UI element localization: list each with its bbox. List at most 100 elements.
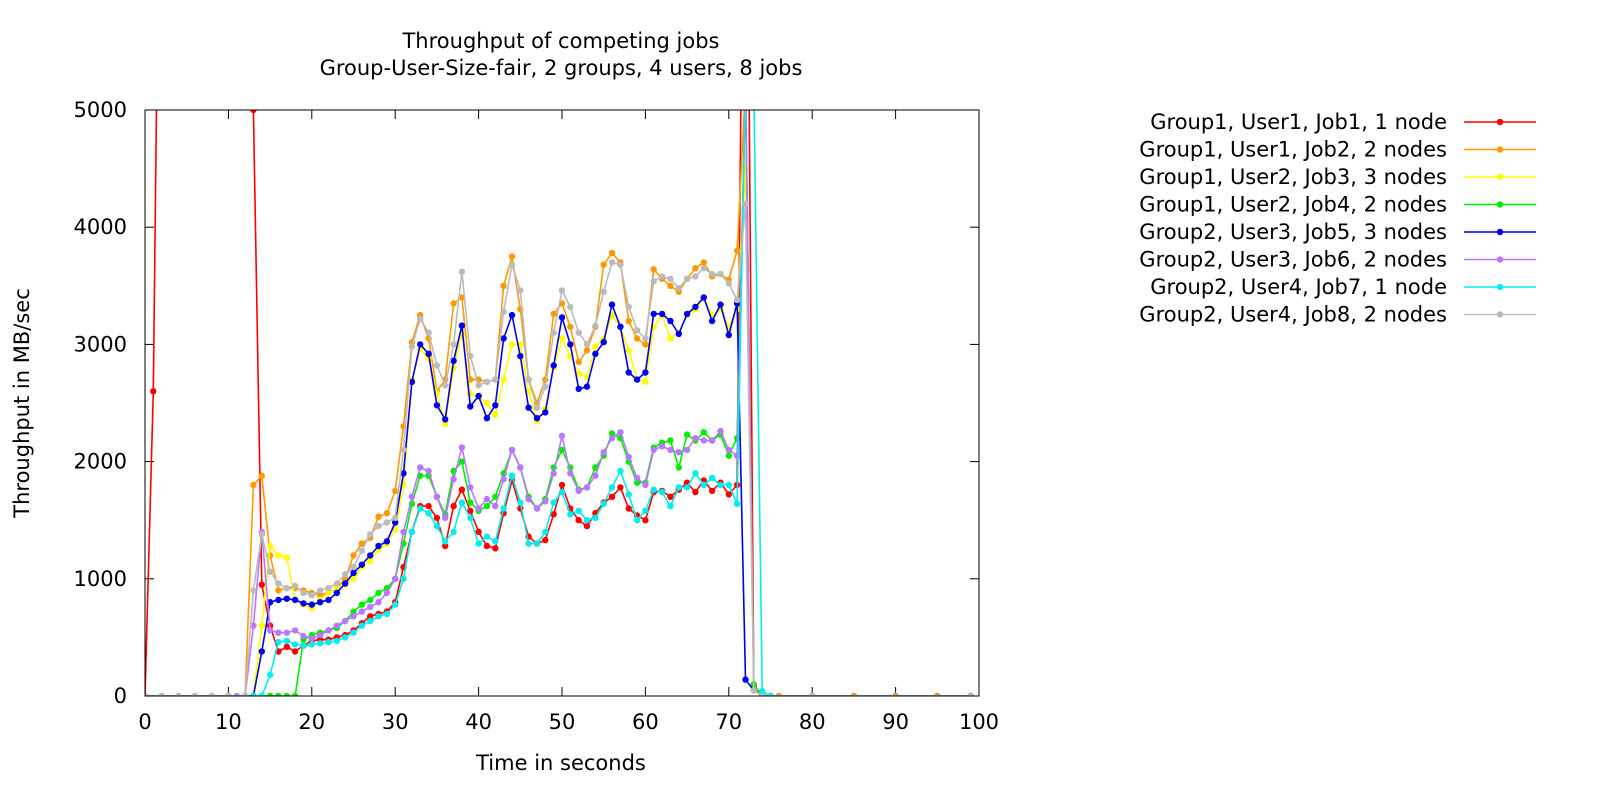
data-point — [558, 432, 566, 439]
data-point — [483, 533, 491, 540]
chart-subtitle: Group-User-Size-fair, 2 groups, 4 users,… — [320, 56, 803, 80]
data-point — [483, 495, 491, 503]
data-point — [258, 531, 265, 538]
data-point — [350, 608, 357, 615]
data-point — [266, 627, 274, 634]
data-point — [733, 296, 741, 304]
y-tick-label: 4000 — [74, 215, 127, 239]
data-point — [583, 517, 591, 524]
data-point — [700, 265, 707, 272]
data-point — [191, 692, 199, 696]
data-point — [575, 370, 582, 377]
data-point — [508, 261, 516, 268]
data-point — [483, 399, 491, 407]
data-point — [208, 692, 215, 696]
data-point — [567, 511, 574, 518]
data-point — [508, 446, 516, 454]
data-point — [642, 369, 649, 376]
data-point — [350, 569, 357, 577]
data-point — [692, 265, 699, 272]
data-point — [392, 514, 399, 522]
legend-item: Group1, User2, Job3, 3 nodes — [1139, 165, 1536, 189]
data-point — [658, 488, 666, 496]
data-point — [725, 331, 732, 339]
data-point — [692, 470, 699, 477]
data-point — [642, 517, 649, 524]
data-point — [625, 303, 632, 311]
legend-label: Group2, User3, Job6, 2 nodes — [1139, 248, 1447, 272]
data-point — [458, 486, 466, 493]
data-point — [492, 538, 499, 545]
data-point — [433, 402, 441, 409]
data-point — [751, 83, 757, 89]
data-point — [625, 347, 632, 354]
data-point — [508, 253, 516, 260]
data-point — [683, 275, 691, 282]
data-point — [600, 288, 607, 295]
data-point — [258, 692, 265, 696]
legend-item: Group1, User1, Job2, 2 nodes — [1139, 138, 1536, 162]
legend-item: Group1, User2, Job4, 2 nodes — [1139, 193, 1536, 217]
y-tick-label: 0 — [114, 684, 127, 708]
data-point — [283, 585, 290, 592]
data-point — [283, 629, 290, 636]
data-point — [633, 335, 641, 342]
data-point — [467, 499, 474, 506]
x-tick-label: 20 — [298, 710, 325, 734]
data-point — [258, 648, 265, 655]
data-point — [475, 382, 482, 389]
legend-swatch-point — [1496, 228, 1504, 236]
legend-swatch-point — [1496, 118, 1504, 126]
data-point — [442, 514, 449, 522]
data-point — [342, 617, 349, 625]
data-point — [275, 587, 282, 594]
data-point — [558, 481, 566, 489]
data-point — [650, 277, 657, 285]
data-point — [145, 692, 149, 696]
data-point — [325, 638, 332, 646]
data-point — [592, 472, 599, 479]
data-point — [742, 83, 748, 89]
data-point — [750, 686, 757, 694]
data-point — [383, 538, 391, 545]
data-point — [667, 502, 674, 510]
data-point — [617, 429, 624, 436]
data-point — [650, 486, 657, 493]
x-tick-label: 10 — [215, 710, 242, 734]
data-point — [608, 259, 616, 266]
data-point — [725, 446, 732, 454]
data-point — [400, 470, 407, 477]
data-point — [567, 341, 574, 348]
data-point — [675, 484, 682, 491]
data-point — [575, 517, 582, 524]
y-tick-label: 3000 — [74, 332, 127, 356]
data-point — [625, 317, 632, 325]
data-point — [567, 323, 574, 330]
data-point — [283, 554, 290, 561]
data-point — [375, 522, 382, 530]
data-point — [475, 392, 482, 400]
data-point — [475, 540, 482, 547]
chart-title: Throughput of competing jobs — [401, 29, 719, 53]
data-point — [733, 247, 741, 254]
data-point — [450, 476, 457, 483]
data-point — [275, 692, 282, 696]
data-point — [550, 470, 557, 477]
data-point — [717, 481, 724, 489]
data-point — [400, 446, 407, 454]
data-point — [367, 558, 374, 565]
legend-swatch-point — [1496, 311, 1504, 318]
data-point — [542, 383, 549, 390]
data-point — [742, 83, 748, 89]
data-point — [258, 472, 265, 479]
data-point — [316, 592, 324, 599]
x-tick-label: 30 — [382, 710, 409, 734]
data-point — [633, 479, 641, 486]
data-point — [642, 335, 649, 342]
data-point — [316, 587, 324, 594]
data-point — [408, 378, 416, 386]
data-point — [350, 552, 357, 559]
data-point — [500, 376, 507, 383]
data-point — [250, 587, 257, 594]
data-point — [342, 570, 349, 578]
